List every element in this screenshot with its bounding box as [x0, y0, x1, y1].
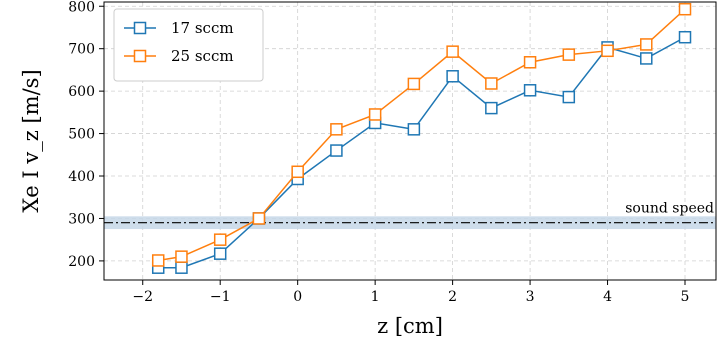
- x-tick-label: −2: [132, 289, 153, 305]
- sound-speed-label: sound speed: [625, 200, 714, 216]
- y-tick-label: 700: [68, 42, 95, 58]
- data-point-17-sccm: [175, 261, 188, 274]
- data-point-25-sccm: [368, 108, 382, 121]
- data-point-25-sccm: [485, 77, 498, 90]
- y-tick-label: 300: [68, 211, 95, 227]
- data-point-25-sccm: [562, 48, 576, 61]
- x-tick-label: 2: [448, 289, 457, 305]
- series-layer: [151, 2, 692, 274]
- y-tick-label: 800: [68, 0, 95, 15]
- data-point-17-sccm: [446, 70, 459, 83]
- data-point-17-sccm: [523, 84, 537, 97]
- y-tick-label: 600: [68, 84, 95, 100]
- legend-marker: [133, 21, 147, 35]
- reference-band-layer: [104, 216, 716, 230]
- data-point-25-sccm: [291, 165, 304, 179]
- data-point-25-sccm: [601, 44, 614, 58]
- x-tick-label: −1: [210, 289, 231, 305]
- legend-marker: [133, 49, 147, 63]
- legend-entry-label: 17 sccm: [171, 19, 234, 37]
- x-tick-label: 3: [526, 289, 535, 305]
- data-point-25-sccm: [678, 2, 692, 16]
- data-point-25-sccm: [640, 38, 653, 51]
- plot-frame: [103, 1, 717, 281]
- data-point-25-sccm: [252, 212, 266, 225]
- data-point-25-sccm: [151, 254, 165, 267]
- data-point-25-sccm: [407, 77, 421, 91]
- data-point-25-sccm: [213, 233, 227, 246]
- x-tick-label: 1: [371, 289, 380, 305]
- data-point-17-sccm: [640, 52, 653, 65]
- data-point-25-sccm: [523, 56, 537, 69]
- legend: 17 sccm 25 sccm: [113, 8, 264, 82]
- data-point-17-sccm: [213, 247, 227, 260]
- y-tick-label: 500: [68, 127, 95, 143]
- data-point-25-sccm: [175, 250, 188, 263]
- ticks-layer: −2 −1 0 1 2 3 4 5 200 300 400 500 600 700 800: [68, 0, 689, 305]
- x-tick-label: 4: [603, 289, 612, 305]
- data-point-17-sccm: [562, 90, 576, 104]
- data-point-17-sccm: [485, 101, 498, 115]
- y-tick-label: 400: [68, 169, 95, 185]
- legend-entry-label: 25 sccm: [171, 47, 234, 65]
- data-point-25-sccm: [330, 123, 343, 136]
- x-axis-label: z [cm]: [377, 314, 443, 338]
- data-point-17-sccm: [678, 30, 692, 44]
- x-tick-label: 5: [681, 289, 690, 305]
- data-point-17-sccm: [330, 144, 343, 157]
- x-tick-label: 0: [293, 289, 302, 305]
- data-point-17-sccm: [407, 123, 421, 136]
- y-axis-label: Xe I v_z [m/s]: [19, 69, 43, 212]
- data-point-25-sccm: [446, 45, 459, 58]
- y-tick-label: 200: [68, 254, 95, 270]
- legend-box: [113, 8, 264, 82]
